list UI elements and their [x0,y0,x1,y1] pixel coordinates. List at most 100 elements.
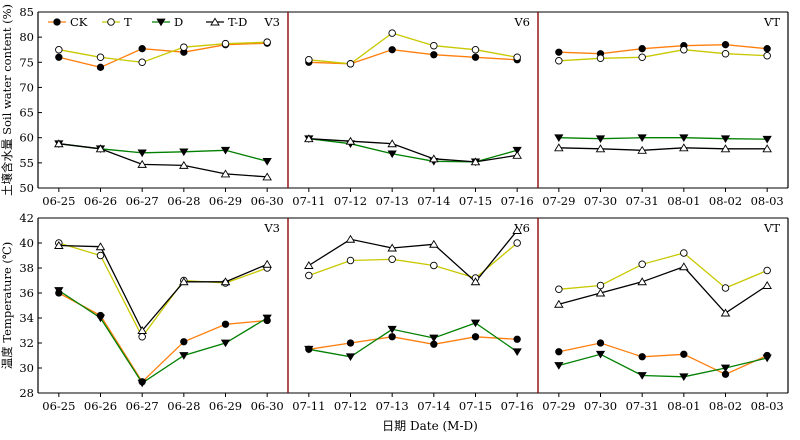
panel-label: V3 [263,15,280,29]
x-tick-label: 06-25 [42,194,75,208]
data-point-d [387,325,397,334]
chart-row-2: 温度 Temperature (℃) 28 30 32 34 36 38 40 42 V3 06-2… [0,211,789,413]
data-point-t [513,53,521,62]
data-point-t-d [304,134,314,143]
data-point-t-d [512,150,522,159]
x-tick-label: 06-30 [251,399,284,413]
data-point-t [388,29,396,37]
data-point-t [55,45,63,54]
data-point-t-d [554,299,564,308]
x-tick-label: 07-31 [626,399,659,413]
data-point-d [345,353,356,362]
x-tick-label: 06-25 [42,399,75,413]
data-point-d [137,379,147,388]
data-point-t-d [95,144,106,153]
data-point-t [763,266,771,275]
data-point-d [512,348,522,357]
data-point-t-d [762,144,772,153]
series-line-d [58,289,268,384]
y-axis-label: 土壤含水量 Soil water content (%) [0,4,14,196]
x-tick-label: 08-03 [751,399,784,413]
data-point-d [637,372,647,380]
series-line-d [308,322,518,358]
legend-label: T [124,15,132,29]
x-tick-label: 07-30 [584,194,617,208]
data-point-t [555,285,563,294]
data-point-t [388,255,396,263]
x-tick-label: 06-26 [84,194,117,208]
legend-label: CK [70,15,88,29]
data-point-ck [721,41,730,49]
data-point-t-d [137,159,147,168]
data-point-t-d [554,143,564,152]
data-point-t [638,53,646,62]
series-line-d [558,137,768,140]
y-tick-label: 75 [19,55,34,69]
panel-label: V3 [263,221,280,235]
series-line-ck [58,292,268,383]
data-point-t-d [637,277,647,286]
series-line-t-d [308,230,518,283]
series-line-t [558,252,768,290]
series-line-t [58,41,268,63]
data-point-d [554,134,564,142]
y-tick-label: 34 [19,311,34,325]
x-tick-label: 07-30 [584,399,617,413]
data-point-t [305,56,313,64]
x-tick-label: 07-15 [459,194,492,208]
legend-item-t: T [102,15,132,29]
data-point-ck [471,53,480,61]
x-tick-label: 07-12 [334,399,367,413]
data-point-t [221,39,230,48]
chart-rows: 土壤含水量 Soil water content (%) 50 55 60 65 70 75… [0,4,789,413]
data-point-ck [513,335,521,343]
x-tick-label: 06-29 [209,399,242,413]
data-point-t [305,271,313,280]
legend-item-ck: CK [48,15,88,29]
data-point-ck [555,348,563,356]
y-tick-label: 65 [19,106,34,120]
y-tick-label: 30 [19,361,34,375]
data-point-t-d [637,145,647,154]
series-line-t [58,242,268,339]
y-axis-label: 温度 Temperature (℃) [0,242,14,370]
data-point-ck [471,333,480,341]
data-point-t [138,333,146,341]
y-tick-label: 32 [19,336,34,350]
data-point-ck [388,46,396,54]
data-point-t [763,51,771,60]
chart-row-1: 土壤含水量 Soil water content (%) 50 55 60 65 70 75… [0,4,789,208]
series-line-t [308,32,518,65]
data-point-t-d [220,169,231,178]
data-point-t [430,41,438,50]
data-point-t [596,281,605,290]
data-point-d [595,135,606,143]
data-point-d [137,149,147,158]
data-point-t-d [345,234,356,243]
x-tick-label: 06-28 [167,399,200,413]
x-tick-label: 06-29 [209,194,242,208]
series-line-t-d [308,138,518,163]
data-point-ck [180,338,188,346]
data-point-t [471,45,480,54]
data-point-t-d [470,157,481,166]
data-point-t [138,58,146,67]
data-point-t-d [595,144,606,153]
data-point-d [720,135,731,143]
y-tick-label: 70 [19,80,34,94]
y-tick-label: 38 [19,261,34,275]
x-tick-label: 06-27 [126,194,159,208]
data-point-t [721,284,730,292]
x-tick-label: 07-12 [334,194,367,208]
data-point-t [263,38,271,46]
y-tick-label: 36 [19,286,34,300]
data-point-t-d [429,154,439,163]
data-point-t [513,239,521,247]
x-tick-label: 07-16 [501,399,534,413]
x-tick-label: 07-11 [292,399,325,413]
y-tick-label: 28 [19,386,34,400]
data-point-t-d [137,326,147,334]
x-tick-label: 07-14 [417,399,450,413]
x-tick-label: 07-11 [292,194,325,208]
series-line-ck [558,44,768,55]
